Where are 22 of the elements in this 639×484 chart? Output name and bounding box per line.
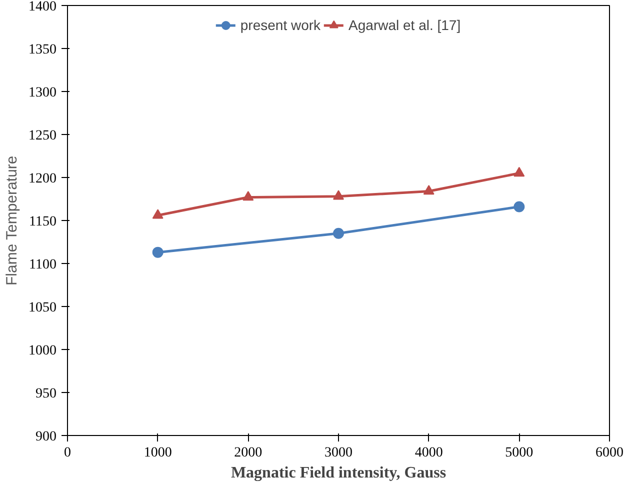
- x-tick-label: 2000: [234, 446, 262, 460]
- x-tick-label: 0: [64, 446, 71, 460]
- x-tick-label: 1000: [144, 446, 172, 460]
- y-tick-label: 1350: [28, 42, 56, 58]
- legend-label: Agarwal et al. [17]: [348, 17, 461, 33]
- y-tick-label: 1050: [28, 300, 56, 316]
- y-tick-label: 950: [36, 386, 56, 402]
- x-tick-label: 5000: [505, 446, 534, 460]
- y-tick-label: 1250: [28, 128, 56, 144]
- y-tick-label: 1000: [28, 344, 56, 358]
- x-axis-title: Magnatic Field intensity, Gauss: [230, 464, 446, 482]
- x-tick-label: 6000: [596, 446, 624, 460]
- y-tick-label: 1200: [28, 172, 56, 186]
- y-tick-label: 1100: [29, 258, 57, 272]
- y-tick-label: 1300: [28, 86, 56, 100]
- legend-label: present work: [240, 17, 321, 33]
- y-tick-label: 900: [36, 430, 56, 444]
- x-tick-label: 3000: [324, 446, 352, 460]
- y-tick-label: 1400: [28, 0, 56, 14]
- y-tick-label: 1150: [29, 214, 57, 230]
- x-tick-label: 4000: [414, 446, 443, 460]
- y-axis-title: Flame Temperature: [4, 156, 20, 286]
